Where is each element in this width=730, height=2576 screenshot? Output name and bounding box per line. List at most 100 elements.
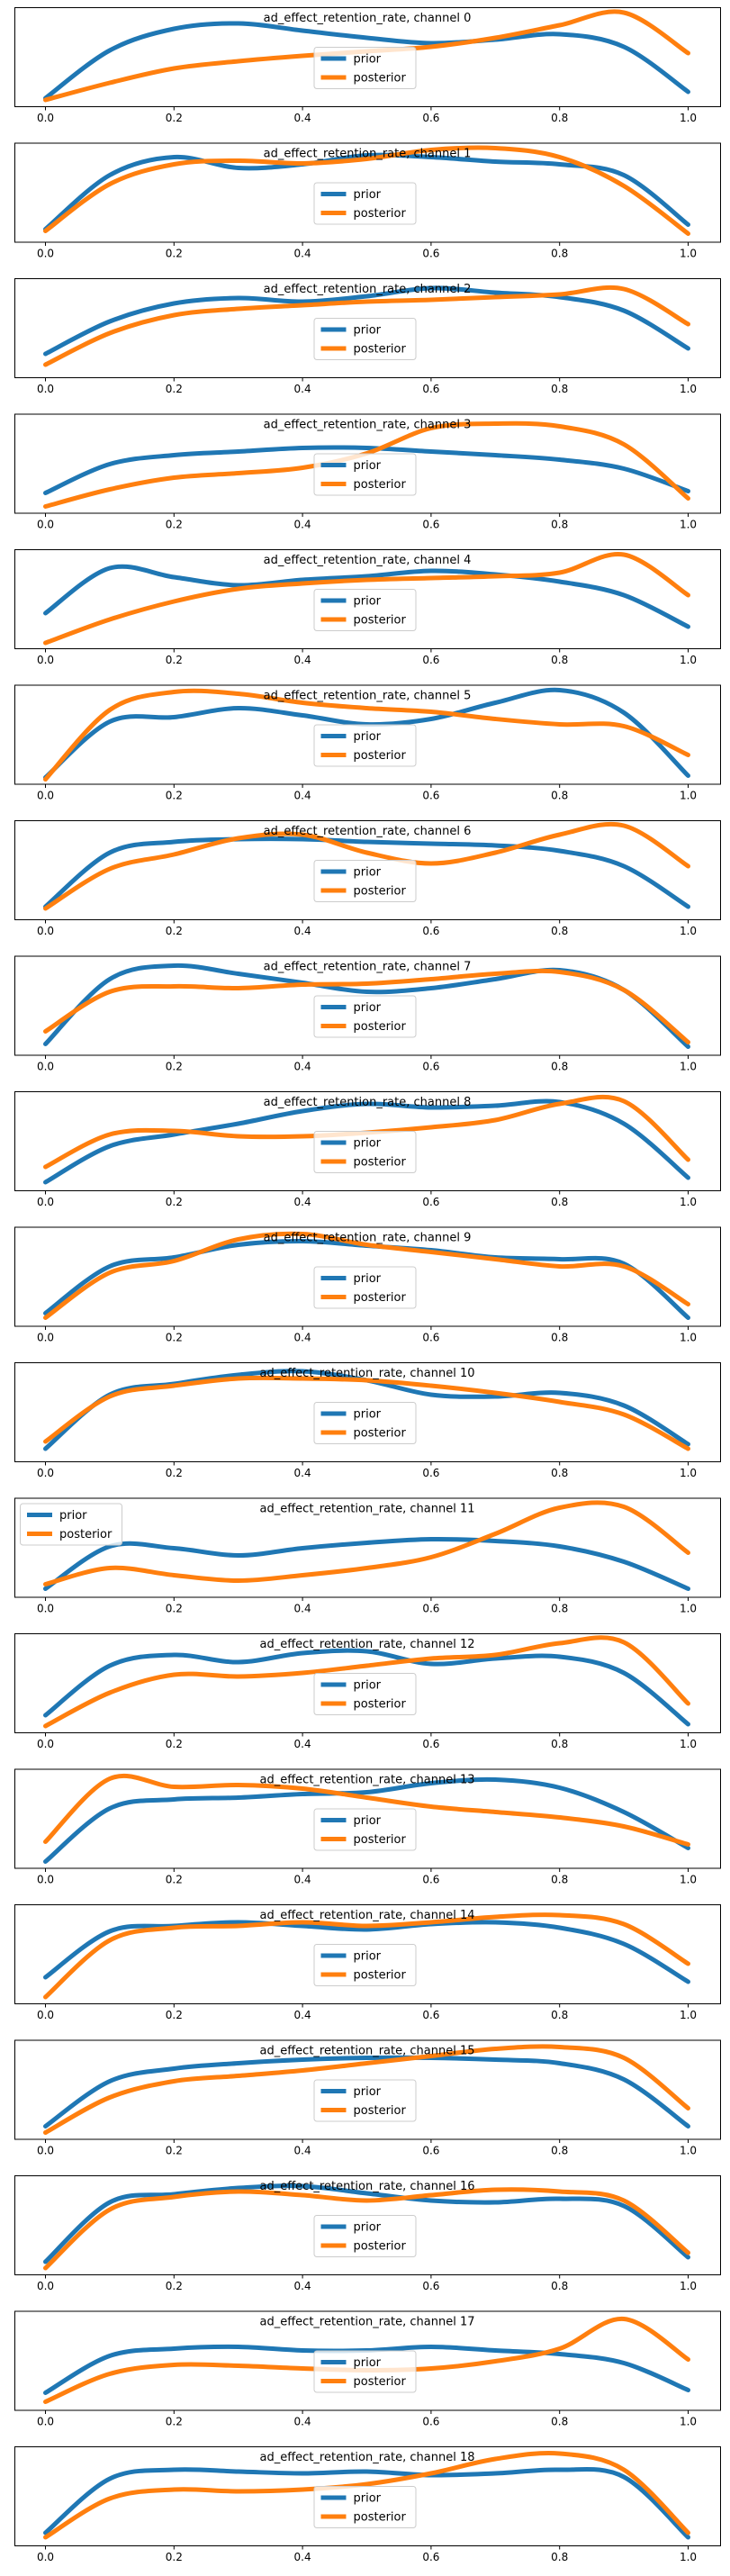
subplot-title: ad_effect_retention_rate, channel 7 bbox=[264, 961, 472, 974]
subplot-title: ad_effect_retention_rate, channel 13 bbox=[260, 1774, 475, 1787]
x-tick-label: 0.4 bbox=[294, 1874, 311, 1886]
subplot-title: ad_effect_retention_rate, channel 5 bbox=[264, 690, 472, 703]
legend: prior posterior bbox=[313, 2215, 417, 2257]
x-tick-label: 1.0 bbox=[680, 1603, 697, 1615]
x-tick-label: 0.6 bbox=[422, 1196, 439, 1208]
x-tick-label: 0.2 bbox=[166, 1738, 183, 1750]
series-line-prior bbox=[43, 21, 690, 101]
x-tick-label: 0.0 bbox=[37, 1196, 54, 1208]
subplot-channel-9: 0.0 0.2 0.4 0.6 0.8 1.0 ad_effect_retention_ra… bbox=[14, 1226, 721, 1344]
x-tick-label: 0.8 bbox=[551, 790, 568, 802]
x-tick-label: 0.2 bbox=[166, 1061, 183, 1073]
x-tick-label: 0.0 bbox=[37, 790, 54, 802]
legend: prior posterior bbox=[20, 1503, 122, 1546]
x-tick-label: 0.4 bbox=[294, 248, 311, 260]
legend-label-posterior: posterior bbox=[354, 1156, 407, 1170]
legend: prior posterior bbox=[313, 589, 417, 631]
legend-label-posterior: posterior bbox=[354, 885, 407, 899]
series-line-posterior bbox=[43, 1375, 690, 1451]
x-tick-label: 0.6 bbox=[422, 1738, 439, 1750]
legend-label-posterior: posterior bbox=[354, 343, 407, 357]
legend-label-prior: prior bbox=[354, 188, 382, 202]
x-tick-label: 1.0 bbox=[680, 383, 697, 395]
subplot-title: ad_effect_retention_rate, channel 8 bbox=[264, 1096, 472, 1109]
subplot-channel-4: 0.0 0.2 0.4 0.6 0.8 1.0 ad_effect_retention_ra… bbox=[14, 549, 721, 666]
legend: prior posterior bbox=[313, 995, 417, 1038]
subplot-channel-17: 0.0 0.2 0.4 0.6 0.8 1.0 ad_effect_retention_ra… bbox=[14, 2310, 721, 2428]
legend-label-posterior: posterior bbox=[354, 478, 407, 492]
legend-label-prior: prior bbox=[354, 1679, 382, 1693]
x-tick-label: 0.4 bbox=[294, 1332, 311, 1344]
x-tick-label: 0.6 bbox=[422, 248, 439, 260]
x-tick-label: 1.0 bbox=[680, 112, 697, 124]
legend: prior posterior bbox=[313, 1131, 417, 1173]
x-tick-label: 0.4 bbox=[294, 2551, 311, 2563]
subplot-title: ad_effect_retention_rate, channel 18 bbox=[260, 2451, 475, 2464]
x-tick-label: 0.2 bbox=[166, 790, 183, 802]
series-line-prior bbox=[43, 836, 690, 909]
x-tick-label: 0.0 bbox=[37, 2280, 54, 2292]
legend-label-posterior: posterior bbox=[354, 2511, 407, 2525]
x-tick-label: 0.8 bbox=[551, 112, 568, 124]
legend-label-posterior: posterior bbox=[354, 1291, 407, 1305]
x-tick-label: 0.0 bbox=[37, 925, 54, 937]
legend: prior posterior bbox=[313, 1266, 417, 1309]
series-line-posterior bbox=[43, 551, 690, 646]
x-tick-label: 0.4 bbox=[294, 1467, 311, 1479]
legend-label-prior: prior bbox=[354, 595, 382, 609]
series-line-posterior bbox=[43, 1500, 690, 1586]
x-tick-label: 1.0 bbox=[680, 1874, 697, 1886]
x-tick-label: 0.0 bbox=[37, 1603, 54, 1615]
x-tick-label: 0.8 bbox=[551, 248, 568, 260]
x-tick-label: 0.8 bbox=[551, 2551, 568, 2563]
x-tick-label: 0.8 bbox=[551, 925, 568, 937]
subplot-title: ad_effect_retention_rate, channel 9 bbox=[264, 1232, 472, 1245]
x-tick-label: 0.4 bbox=[294, 2145, 311, 2157]
x-tick-label: 1.0 bbox=[680, 1061, 697, 1073]
series-line-prior bbox=[43, 2183, 690, 2264]
legend: prior posterior bbox=[313, 453, 417, 496]
x-tick-label: 0.8 bbox=[551, 1196, 568, 1208]
x-tick-label: 0.0 bbox=[37, 1061, 54, 1073]
legend-label-posterior: posterior bbox=[354, 2240, 407, 2254]
x-tick-label: 0.2 bbox=[166, 2280, 183, 2292]
x-tick-label: 0.6 bbox=[422, 2416, 439, 2428]
x-tick-label: 0.0 bbox=[37, 1874, 54, 1886]
legend: prior posterior bbox=[313, 2486, 417, 2528]
legend: prior posterior bbox=[313, 318, 417, 360]
legend: prior posterior bbox=[313, 47, 417, 89]
x-tick-label: 1.0 bbox=[680, 790, 697, 802]
axes-frame bbox=[14, 1497, 721, 1598]
legend-label-prior: prior bbox=[354, 53, 382, 67]
x-tick-label: 0.6 bbox=[422, 654, 439, 666]
subplot-title: ad_effect_retention_rate, channel 15 bbox=[260, 2045, 475, 2058]
x-tick-label: 0.4 bbox=[294, 2280, 311, 2292]
x-tick-label: 0.0 bbox=[37, 2145, 54, 2157]
x-tick-label: 0.2 bbox=[166, 1874, 183, 1886]
legend-label-posterior: posterior bbox=[354, 1969, 407, 1983]
subplot-title: ad_effect_retention_rate, channel 17 bbox=[260, 2316, 475, 2329]
legend-label-posterior: posterior bbox=[354, 207, 407, 221]
x-tick-label: 0.2 bbox=[166, 1332, 183, 1344]
x-tick-label: 0.4 bbox=[294, 519, 311, 531]
subplot-channel-5: 0.0 0.2 0.4 0.6 0.8 1.0 ad_effect_retention_ra… bbox=[14, 684, 721, 802]
subplot-title: ad_effect_retention_rate, channel 4 bbox=[264, 554, 472, 567]
legend-label-posterior: posterior bbox=[354, 1427, 407, 1441]
legend-label-prior: prior bbox=[354, 2085, 382, 2099]
series-line-prior bbox=[43, 1648, 690, 1727]
x-tick-label: 1.0 bbox=[680, 925, 697, 937]
series-line-prior bbox=[43, 564, 690, 629]
x-tick-label: 1.0 bbox=[680, 2551, 697, 2563]
legend: prior posterior bbox=[313, 1673, 417, 1715]
subplot-title: ad_effect_retention_rate, channel 14 bbox=[260, 1909, 475, 1922]
x-tick-label: 0.2 bbox=[166, 2145, 183, 2157]
x-tick-label: 0.6 bbox=[422, 1603, 439, 1615]
x-tick-label: 0.8 bbox=[551, 2416, 568, 2428]
x-tick-label: 1.0 bbox=[680, 248, 697, 260]
x-tick-label: 0.6 bbox=[422, 1332, 439, 1344]
legend-label-posterior: posterior bbox=[354, 1698, 407, 1712]
legend-label-prior: prior bbox=[354, 1814, 382, 1828]
x-tick-label: 0.2 bbox=[166, 112, 183, 124]
